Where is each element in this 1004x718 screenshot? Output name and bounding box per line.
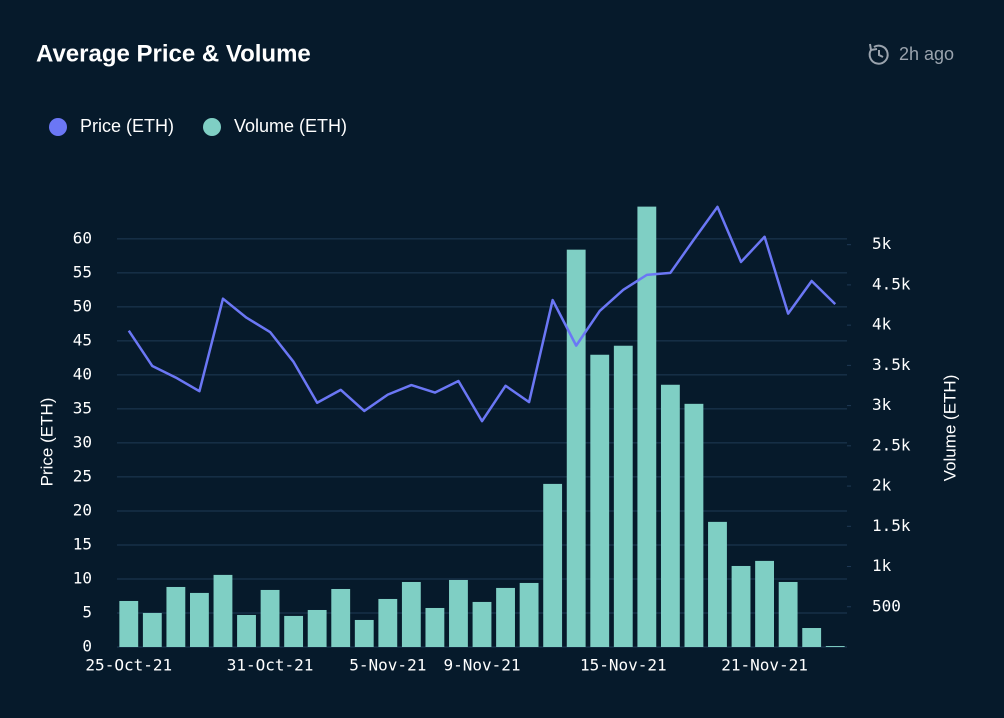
x-tick-label: 25-Oct-21 [85,656,172,675]
y2-tick-label: 3.5k [872,355,911,374]
bar [802,628,822,647]
bar [825,646,845,647]
bar [401,581,421,647]
y-tick-label: 40 [73,364,92,383]
x-tick-label: 9-Nov-21 [443,656,520,675]
bar [237,614,256,647]
bar [190,592,209,647]
bar [590,354,610,647]
y-axis-title: Price (ETH) [37,398,56,487]
y-tick-label: 20 [73,500,92,519]
bar [119,600,139,647]
y-tick-label: 5 [82,602,92,621]
bar [613,345,633,647]
legend-marker [203,118,221,136]
y2-tick-label: 2.5k [872,435,911,454]
chart-title: Average Price & Volume [36,40,311,67]
bar [637,206,657,647]
bar [684,403,704,647]
bar [449,579,468,647]
y2-tick-label: 4.5k [872,274,911,293]
y2-tick-label: 5k [872,234,892,253]
updated-time: 2h ago [899,44,954,64]
y2-tick-label: 4k [872,315,892,334]
bar [425,607,445,647]
bar [778,581,798,647]
bar [213,574,233,647]
price-line [127,205,837,423]
x-tick-label: 15-Nov-21 [580,656,667,675]
y-tick-label: 45 [73,330,92,349]
bar [566,249,586,648]
bar [284,615,304,647]
bar [731,565,751,647]
legend-marker [49,118,67,136]
bar [142,612,162,647]
y-tick-label: 25 [73,466,92,485]
refresh-icon [868,43,889,65]
y-tick-label: 10 [73,568,92,587]
y2-axis-title: Volume (ETH) [940,375,959,482]
bar [378,598,398,647]
legend-label: Volume (ETH) [234,116,347,136]
y-tick-label: 35 [73,398,92,417]
legend-label: Price (ETH) [80,116,174,136]
y2-tick-label: 2k [872,476,892,495]
y2-tick-label: 1k [872,556,892,575]
y2-tick-label: 3k [872,395,892,414]
x-tick-label: 21-Nov-21 [721,656,808,675]
bar [708,521,727,647]
y-tick-label: 60 [73,228,92,247]
y-tick-label: 55 [73,262,92,281]
bar [307,609,327,647]
bar [660,384,680,647]
bar [472,601,492,647]
y-tick-label: 15 [73,534,92,553]
x-tick-label: 5-Nov-21 [349,656,426,675]
bar [260,589,280,647]
bar [331,588,351,647]
bar [755,560,774,647]
bar [354,619,374,647]
bar [519,582,539,647]
y2-tick-label: 1.5k [872,516,911,535]
y2-tick-label: 500 [872,596,901,615]
y-tick-label: 30 [73,432,92,451]
y-tick-label: 50 [73,296,92,315]
bar [496,587,515,647]
bar [166,586,186,647]
x-tick-label: 31-Oct-21 [227,656,314,675]
y-tick-label: 0 [82,637,92,656]
bar [543,483,563,647]
